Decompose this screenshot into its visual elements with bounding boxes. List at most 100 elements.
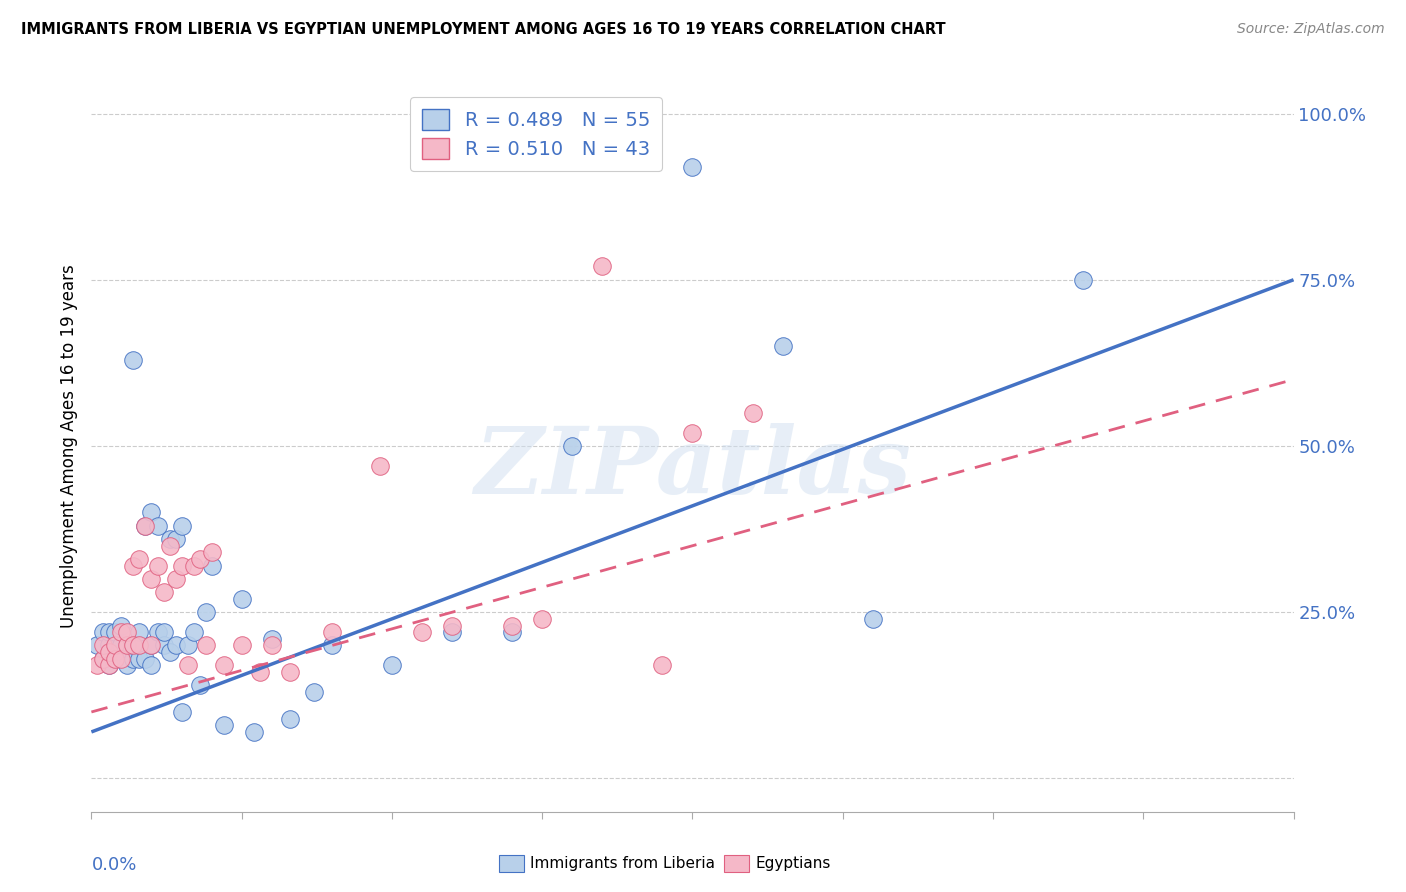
Point	[152, 639, 174, 653]
Point	[122, 639, 145, 653]
Point	[110, 645, 132, 659]
Point	[194, 639, 217, 653]
Point	[104, 639, 127, 653]
Text: Egyptians: Egyptians	[755, 856, 831, 871]
Point	[128, 639, 150, 653]
Point	[110, 618, 132, 632]
Point	[501, 625, 523, 640]
Point	[381, 658, 404, 673]
Point	[104, 652, 127, 666]
Point	[249, 665, 271, 679]
Point	[134, 518, 156, 533]
Point	[681, 425, 703, 440]
Point	[128, 552, 150, 566]
Point	[231, 639, 253, 653]
Point	[321, 625, 343, 640]
Point	[110, 625, 132, 640]
Point	[302, 685, 325, 699]
Point	[183, 558, 205, 573]
Y-axis label: Unemployment Among Ages 16 to 19 years: Unemployment Among Ages 16 to 19 years	[59, 264, 77, 628]
Point	[98, 658, 121, 673]
Point	[242, 725, 264, 739]
Point	[212, 718, 235, 732]
Text: ZIPatlas: ZIPatlas	[474, 423, 911, 513]
Point	[141, 639, 163, 653]
Point	[561, 439, 583, 453]
Point	[122, 352, 145, 367]
Point	[165, 572, 187, 586]
Point	[531, 612, 554, 626]
Point	[128, 652, 150, 666]
Point	[128, 625, 150, 640]
Point	[134, 518, 156, 533]
Point	[651, 658, 673, 673]
Point	[165, 639, 187, 653]
Point	[122, 558, 145, 573]
Point	[134, 652, 156, 666]
Point	[231, 591, 253, 606]
Point	[86, 639, 108, 653]
Point	[440, 618, 463, 632]
Point	[170, 558, 193, 573]
Point	[98, 645, 121, 659]
Point	[98, 658, 121, 673]
Point	[278, 712, 301, 726]
Text: Source: ZipAtlas.com: Source: ZipAtlas.com	[1237, 22, 1385, 37]
Point	[165, 532, 187, 546]
Point	[98, 625, 121, 640]
Point	[122, 652, 145, 666]
Point	[104, 639, 127, 653]
Point	[141, 658, 163, 673]
Point	[159, 539, 181, 553]
Text: 0.0%: 0.0%	[91, 855, 136, 873]
Point	[104, 625, 127, 640]
Text: IMMIGRANTS FROM LIBERIA VS EGYPTIAN UNEMPLOYMENT AMONG AGES 16 TO 19 YEARS CORRE: IMMIGRANTS FROM LIBERIA VS EGYPTIAN UNEM…	[21, 22, 946, 37]
Point	[194, 605, 217, 619]
Point	[93, 625, 115, 640]
Point	[110, 639, 132, 653]
Point	[117, 658, 139, 673]
Point	[591, 260, 613, 274]
Point	[183, 625, 205, 640]
Point	[159, 532, 181, 546]
Point	[146, 518, 169, 533]
Point	[117, 639, 139, 653]
Point	[152, 625, 174, 640]
Point	[260, 639, 283, 653]
Point	[440, 625, 463, 640]
Point	[141, 639, 163, 653]
Point	[117, 639, 139, 653]
Point	[159, 645, 181, 659]
Text: Immigrants from Liberia: Immigrants from Liberia	[530, 856, 716, 871]
Point	[772, 339, 794, 353]
Point	[141, 506, 163, 520]
Point	[501, 618, 523, 632]
Point	[1071, 273, 1094, 287]
Point	[170, 518, 193, 533]
Point	[104, 652, 127, 666]
Point	[93, 652, 115, 666]
Point	[146, 625, 169, 640]
Point	[188, 552, 211, 566]
Point	[93, 652, 115, 666]
Point	[86, 658, 108, 673]
Point	[260, 632, 283, 646]
Point	[862, 612, 884, 626]
Point	[741, 406, 763, 420]
Point	[368, 458, 391, 473]
Point	[176, 658, 198, 673]
Point	[681, 160, 703, 174]
Point	[321, 639, 343, 653]
Point	[176, 639, 198, 653]
Point	[110, 652, 132, 666]
Point	[98, 639, 121, 653]
Point	[411, 625, 433, 640]
Point	[146, 558, 169, 573]
Point	[201, 558, 224, 573]
Point	[141, 572, 163, 586]
Point	[188, 678, 211, 692]
Point	[152, 585, 174, 599]
Point	[117, 625, 139, 640]
Point	[170, 705, 193, 719]
Point	[212, 658, 235, 673]
